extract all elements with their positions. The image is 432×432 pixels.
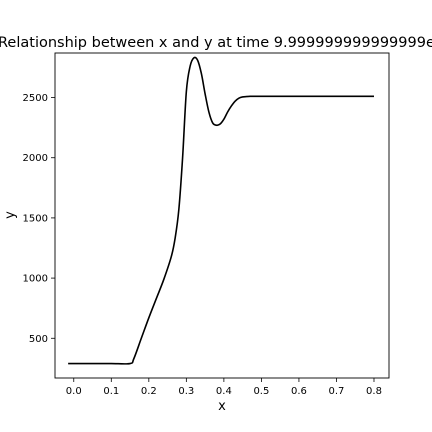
y-tick-label: 1000: [23, 274, 48, 285]
x-tick-label: 0.7: [329, 386, 345, 397]
chart-title: Relationship between x and y at time 9.9…: [0, 35, 432, 51]
y-tick-label: 2000: [23, 153, 48, 164]
x-tick-label: 0.4: [216, 386, 232, 397]
y-tick-label: 500: [29, 334, 48, 345]
x-axis-label: x: [218, 399, 226, 414]
x-tick-label: 0.8: [366, 386, 382, 397]
y-tick-label: 2500: [23, 93, 48, 104]
y-tick-label: 1500: [23, 213, 48, 224]
x-tick-label: 0.2: [141, 386, 157, 397]
x-tick-label: 0.6: [291, 386, 307, 397]
x-tick-label: 0.1: [103, 386, 119, 397]
x-tick-label: 0.3: [178, 386, 194, 397]
x-tick-label: 0.0: [66, 386, 82, 397]
y-axis-label: y: [3, 211, 18, 219]
x-tick-label: 0.5: [253, 386, 269, 397]
